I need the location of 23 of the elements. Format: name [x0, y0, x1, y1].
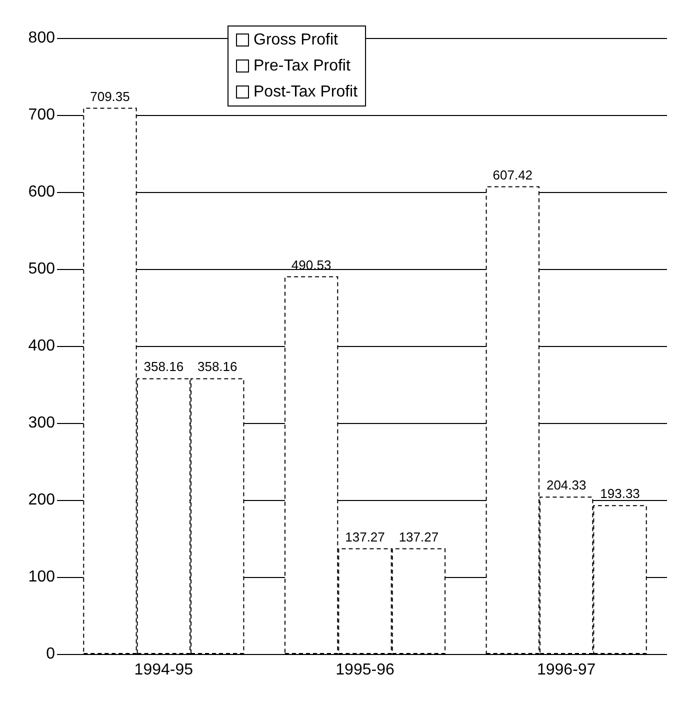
x-tick-label: 1994-95	[134, 662, 194, 678]
y-tick-label: 700	[28, 106, 56, 124]
y-tick-label: 200	[28, 492, 56, 508]
legend-label: Gross Profit	[254, 32, 339, 48]
legend-label: Pre-Tax Profit	[254, 58, 351, 74]
data-label: 358.16	[144, 359, 184, 374]
x-tick-label: 1995-96	[336, 662, 394, 678]
data-label: 204.33	[546, 478, 586, 493]
data-label: 193.33	[600, 486, 640, 502]
y-tick-label: 600	[28, 184, 56, 200]
y-tick-label: 800	[28, 30, 56, 46]
data-label: 607.42	[492, 167, 533, 182]
y-tick-label: 0	[46, 646, 56, 662]
data-label: 137.27	[398, 529, 439, 544]
y-tick-label: 500	[28, 260, 56, 278]
y-tick-label: 100	[28, 568, 56, 586]
data-label: 709.35	[90, 88, 130, 104]
data-label: 358.16	[197, 359, 238, 374]
x-tick-label: 1996-97	[536, 662, 596, 678]
y-tick-label: 300	[28, 414, 56, 432]
legend-label: Post-Tax Profit	[254, 84, 358, 100]
data-label: 137.27	[345, 529, 385, 544]
y-tick-label: 400	[28, 338, 56, 354]
